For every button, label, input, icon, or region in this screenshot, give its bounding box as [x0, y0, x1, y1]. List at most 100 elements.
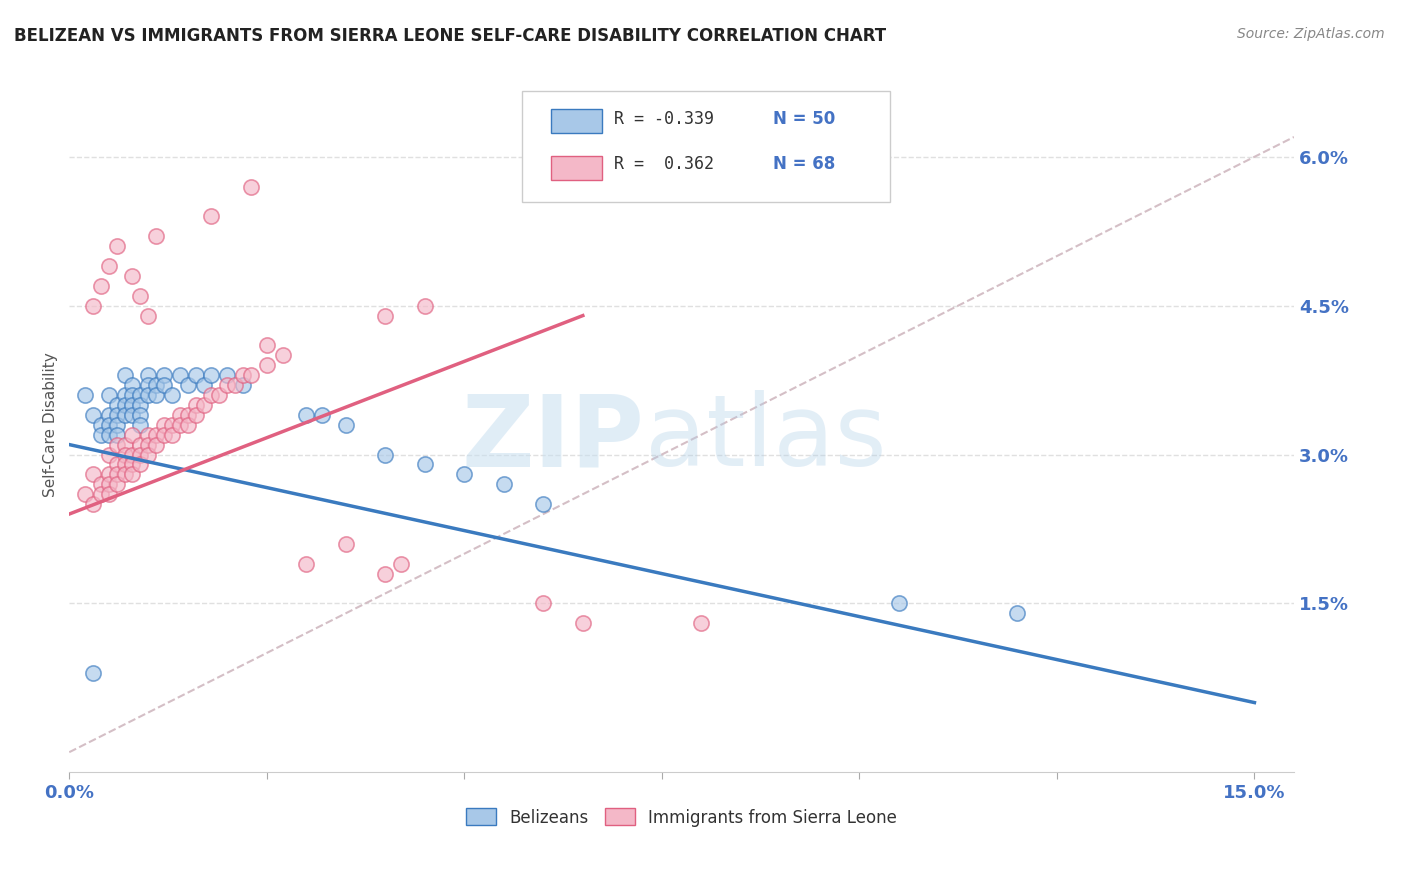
Point [153, 427, 176, 442]
Point [145, 378, 167, 392]
Point [97, 417, 120, 432]
Point [82, 497, 104, 511]
Point [121, 448, 143, 462]
Point [136, 368, 159, 383]
Point [105, 477, 128, 491]
Point [90, 278, 112, 293]
Point [232, 378, 254, 392]
Text: N = 50: N = 50 [773, 110, 835, 128]
Text: N = 68: N = 68 [773, 155, 835, 173]
Point [153, 368, 176, 383]
Point [492, 477, 515, 491]
Point [121, 458, 143, 472]
Point [153, 417, 176, 432]
Point [129, 437, 152, 451]
Point [239, 368, 262, 383]
Point [531, 596, 554, 610]
Point [105, 427, 128, 442]
Point [105, 437, 128, 451]
Point [145, 229, 167, 244]
Point [335, 417, 357, 432]
Point [224, 378, 246, 392]
Point [389, 557, 412, 571]
Point [105, 398, 128, 412]
Point [200, 210, 222, 224]
Point [690, 616, 713, 631]
Point [177, 408, 200, 422]
Point [129, 289, 152, 303]
Point [129, 448, 152, 462]
Point [232, 368, 254, 383]
Point [160, 417, 183, 432]
Text: Source: ZipAtlas.com: Source: ZipAtlas.com [1237, 27, 1385, 41]
Point [129, 398, 152, 412]
Point [136, 309, 159, 323]
Legend: Belizeans, Immigrants from Sierra Leone: Belizeans, Immigrants from Sierra Leone [460, 802, 904, 833]
Text: R =  0.362: R = 0.362 [614, 155, 714, 173]
Point [169, 368, 191, 383]
Point [887, 596, 910, 610]
Point [413, 458, 436, 472]
Point [453, 467, 475, 482]
Point [90, 477, 112, 491]
Point [169, 408, 191, 422]
Point [208, 388, 231, 402]
Point [311, 408, 333, 422]
Point [295, 408, 318, 422]
Point [184, 408, 207, 422]
Point [177, 378, 200, 392]
Point [105, 417, 128, 432]
Point [177, 417, 200, 432]
Point [145, 388, 167, 402]
Point [114, 398, 136, 412]
Point [114, 388, 136, 402]
Point [82, 408, 104, 422]
Point [97, 448, 120, 462]
Point [184, 398, 207, 412]
Point [129, 417, 152, 432]
Point [105, 458, 128, 472]
Point [129, 458, 152, 472]
Point [73, 388, 96, 402]
Point [129, 408, 152, 422]
Point [572, 616, 595, 631]
Point [114, 467, 136, 482]
Point [90, 427, 112, 442]
Point [160, 427, 183, 442]
Point [374, 566, 396, 581]
Point [97, 408, 120, 422]
Point [374, 309, 396, 323]
Point [105, 408, 128, 422]
Point [121, 388, 143, 402]
Point [129, 388, 152, 402]
Point [136, 427, 159, 442]
Point [114, 368, 136, 383]
Text: BELIZEAN VS IMMIGRANTS FROM SIERRA LEONE SELF-CARE DISABILITY CORRELATION CHART: BELIZEAN VS IMMIGRANTS FROM SIERRA LEONE… [14, 27, 886, 45]
Point [200, 388, 222, 402]
Point [374, 448, 396, 462]
Point [136, 437, 159, 451]
Point [90, 417, 112, 432]
Point [73, 487, 96, 501]
Point [105, 467, 128, 482]
Point [82, 467, 104, 482]
Point [97, 427, 120, 442]
Point [114, 437, 136, 451]
FancyBboxPatch shape [551, 110, 602, 133]
Point [136, 448, 159, 462]
Point [256, 358, 278, 372]
Text: atlas: atlas [645, 390, 886, 487]
Point [160, 388, 183, 402]
Point [169, 417, 191, 432]
Point [239, 179, 262, 194]
FancyBboxPatch shape [523, 91, 890, 202]
Point [82, 299, 104, 313]
FancyBboxPatch shape [551, 156, 602, 179]
Point [114, 448, 136, 462]
Point [193, 378, 215, 392]
Point [114, 458, 136, 472]
Point [97, 467, 120, 482]
Point [413, 299, 436, 313]
Text: R = -0.339: R = -0.339 [614, 110, 714, 128]
Point [145, 427, 167, 442]
